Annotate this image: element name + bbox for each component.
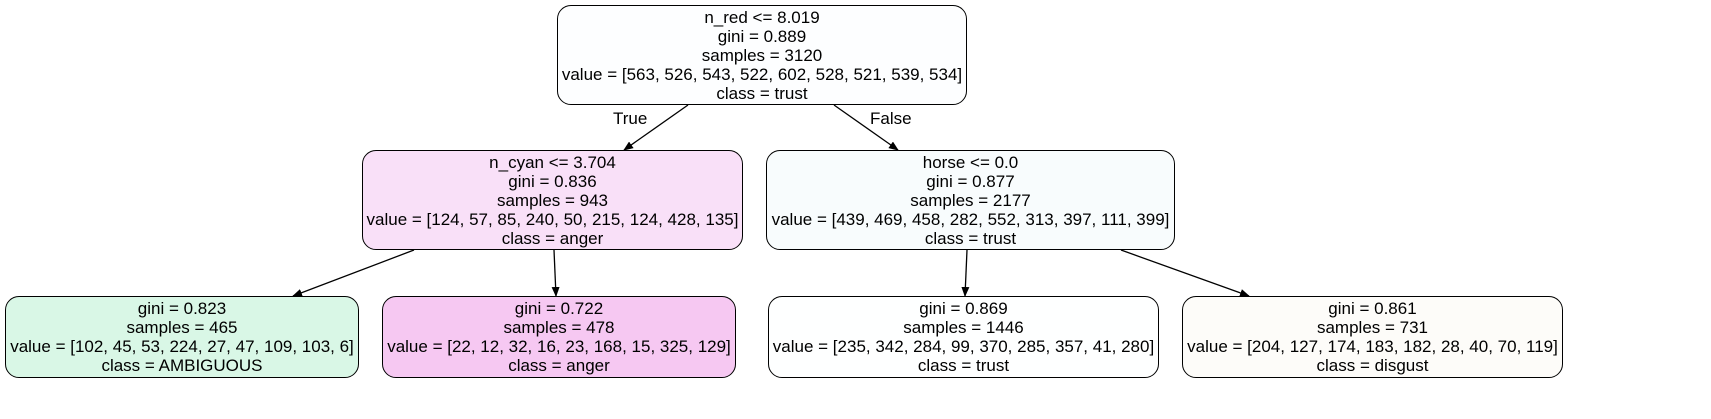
node-text-line: value = [235, 342, 284, 99, 370, 285, 35… — [772, 337, 1155, 356]
tree-node-lr: gini = 0.722 samples = 478 value = [22, 12… — [382, 296, 736, 378]
node-text-line: value = [563, 526, 543, 522, 602, 528, 5… — [561, 64, 963, 84]
tree-node-ll: gini = 0.823 samples = 465 value = [102, 4… — [5, 296, 359, 378]
node-text-line: samples = 465 — [126, 318, 238, 337]
edge-right-rr — [1120, 249, 1250, 297]
node-text-line: class = trust — [716, 83, 808, 103]
node-text-line: samples = 3120 — [701, 45, 823, 65]
node-text-line: samples = 731 — [1316, 318, 1429, 337]
tree-node-left: n_cyan <= 3.704 gini = 0.836 samples = 943… — [362, 150, 743, 250]
node-text-line: class = disgust — [1316, 356, 1429, 375]
node-text-line: gini = 0.869 — [919, 299, 1008, 318]
node-text-line: value = [124, 57, 85, 240, 50, 215, 124,… — [366, 209, 739, 229]
node-text-line: class = AMBIGUOUS — [101, 356, 263, 375]
tree-node-right: horse <= 0.0 gini = 0.877 samples = 2177 va… — [766, 150, 1175, 250]
tree-node-rr: gini = 0.861 samples = 731 value = [204, 1… — [1182, 296, 1563, 378]
node-text-line: value = [204, 127, 174, 183, 182, 28, 40… — [1187, 337, 1558, 356]
edge-left-ll — [292, 249, 415, 297]
edge-root-right — [833, 104, 899, 151]
node-text-line: class = anger — [508, 356, 610, 375]
node-text-line: class = trust — [924, 228, 1017, 248]
node-text-line: class = anger — [501, 228, 604, 248]
edge-label-true: True — [613, 109, 648, 128]
node-text-line: gini = 0.877 — [926, 171, 1015, 191]
node-text-line: n_red <= 8.019 — [704, 7, 820, 27]
tree-node-rl: gini = 0.869 samples = 1446 value = [235, … — [768, 296, 1159, 378]
edge-left-lr — [551, 249, 560, 297]
node-text-line: gini = 0.836 — [508, 171, 597, 191]
node-text-line: samples = 1446 — [903, 318, 1024, 337]
node-text-line: gini = 0.823 — [137, 299, 227, 318]
edge-label-false: False — [870, 109, 912, 128]
node-text-line: value = [102, 45, 53, 224, 27, 47, 109, … — [10, 337, 354, 356]
edge-right-rl — [961, 249, 970, 297]
node-text-line: samples = 2177 — [910, 190, 1031, 210]
node-text-line: gini = 0.722 — [514, 299, 604, 318]
node-text-line: samples = 943 — [496, 190, 609, 210]
node-text-line: value = [439, 469, 458, 282, 552, 313, 3… — [771, 209, 1170, 229]
node-text-line: horse <= 0.0 — [922, 152, 1019, 172]
node-text-line: samples = 478 — [503, 318, 615, 337]
node-text-line: n_cyan <= 3.704 — [489, 152, 616, 172]
node-text-line: gini = 0.889 — [717, 26, 807, 46]
node-text-line: value = [22, 12, 32, 16, 23, 168, 15, 32… — [387, 337, 731, 356]
node-text-line: class = trust — [917, 356, 1010, 375]
node-text-line: gini = 0.861 — [1328, 299, 1417, 318]
edge-root-left — [623, 104, 689, 151]
tree-node-root: n_red <= 8.019 gini = 0.889 samples = 3120… — [557, 5, 967, 105]
